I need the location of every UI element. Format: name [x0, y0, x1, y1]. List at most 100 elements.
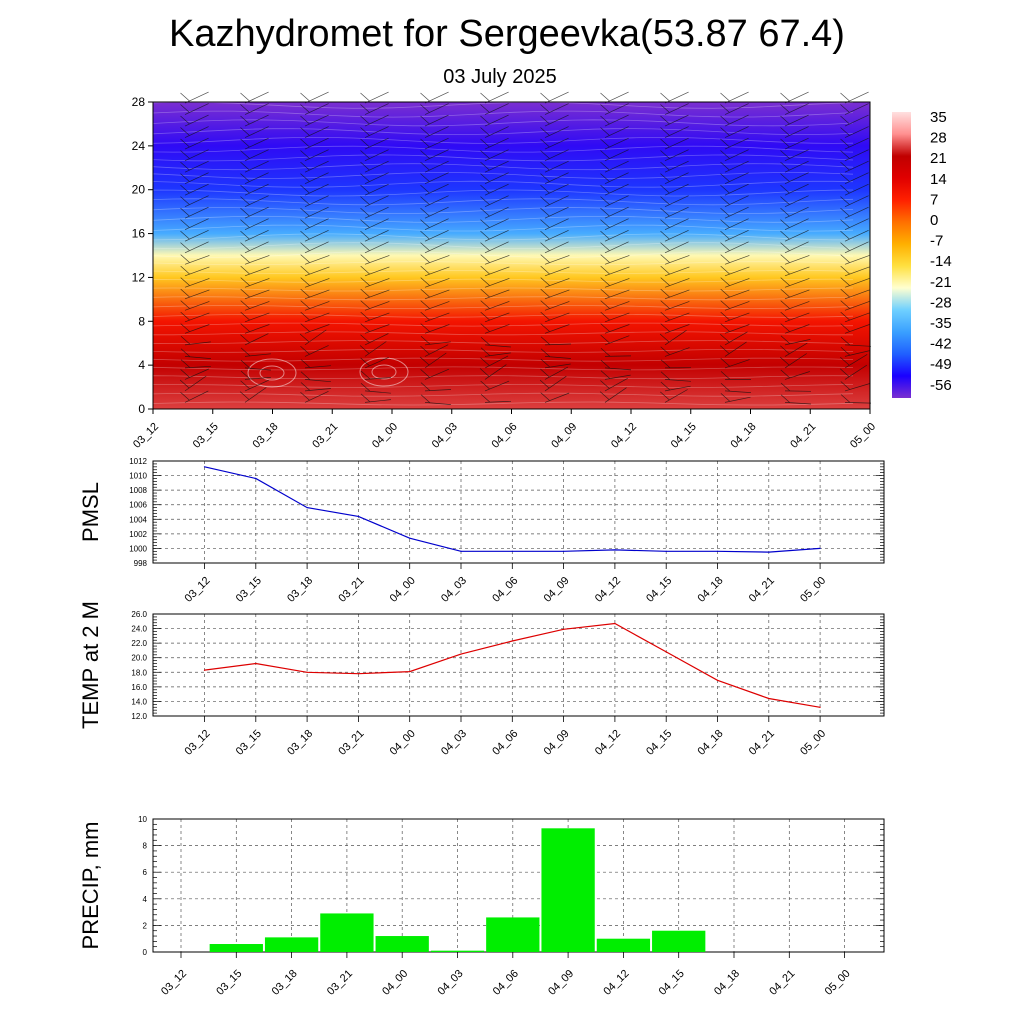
wind-barb: [540, 392, 570, 403]
wind-barb: [540, 183, 569, 196]
wind-barb: [360, 241, 389, 254]
wind-barb: [720, 149, 749, 162]
wind-barb: [660, 229, 689, 242]
wind-barb: [780, 311, 810, 323]
wind-barb: [780, 394, 812, 405]
wind-barb: [720, 91, 749, 104]
x-tick-label: 05_00: [798, 728, 828, 758]
wind-barb: [540, 149, 569, 162]
wind-barb: [660, 114, 689, 127]
x-tick-label: 03_12: [183, 575, 213, 605]
wind-barb: [420, 368, 450, 380]
y-tick-label: 2: [143, 921, 148, 930]
x-tick-label: 03_21: [336, 575, 366, 605]
wind-barb: [300, 323, 330, 334]
wind-barb: [360, 356, 389, 369]
wind-barb: [660, 288, 690, 300]
wind-barb: [180, 265, 210, 277]
wind-barb: [179, 375, 207, 392]
wind-barb: [600, 183, 629, 196]
wind-barb: [180, 229, 209, 242]
y-tick-label: 1000: [129, 544, 147, 553]
data-point: [460, 550, 462, 552]
wind-barb: [780, 137, 809, 150]
wind-barb: [480, 160, 509, 173]
wind-barb: [540, 229, 569, 242]
wind-barb: [720, 288, 750, 300]
wind-barb: [720, 277, 750, 288]
contour-line: [152, 305, 854, 309]
wind-barb: [840, 336, 872, 347]
precip-bar: [430, 950, 485, 952]
wind-barb: [300, 195, 329, 208]
wind-barb: [780, 183, 809, 196]
contour-lines: [152, 101, 854, 406]
y-tick-label: 24: [132, 139, 146, 153]
wind-barb: [780, 126, 809, 138]
wind-barb: [359, 341, 387, 357]
y-axis-title: PRECIP, mm: [78, 822, 103, 950]
x-tick-label: 05_00: [798, 575, 828, 605]
x-tick-label: 04_00: [370, 421, 400, 451]
contour-line: [152, 110, 854, 118]
wind-barb: [840, 394, 872, 404]
x-tick-label: 04_03: [439, 728, 469, 758]
contour-line: [152, 180, 854, 188]
wind-barb: [660, 195, 689, 208]
x-tick-label: 04_18: [712, 968, 742, 998]
wind-barb: [600, 91, 629, 104]
x-tick-label: 04_21: [747, 575, 777, 605]
data-point: [563, 628, 565, 630]
wind-barb: [300, 288, 330, 300]
wind-barb: [420, 265, 450, 277]
wind-barb: [420, 137, 449, 150]
contour-cell: [259, 365, 285, 381]
y-tick-label: 1002: [129, 530, 147, 539]
wind-barb: [180, 103, 209, 115]
precip-bar: [264, 937, 319, 952]
wind-barb: [780, 300, 810, 311]
wind-barb: [720, 323, 750, 334]
data-point: [716, 550, 719, 552]
wind-barb: [540, 336, 572, 346]
wind-barb: [240, 91, 269, 104]
wind-barb: [779, 353, 807, 369]
x-tick-label: 04_09: [542, 575, 572, 605]
wind-barb: [540, 114, 569, 127]
wind-barb: [780, 218, 809, 231]
wind-barb: [540, 160, 569, 173]
wind-barb: [420, 394, 451, 405]
wind-barb: [720, 358, 750, 369]
wind-barb: [420, 323, 450, 334]
wind-barb: [180, 114, 209, 127]
wind-barb: [840, 254, 870, 265]
wind-barb: [240, 323, 270, 334]
y-tick-label: 998: [134, 559, 148, 568]
panel-frame: [152, 460, 885, 564]
contour-line: [152, 250, 854, 258]
wind-barb: [300, 371, 331, 383]
y-tick-label: 1010: [129, 472, 147, 481]
wind-barb: [300, 91, 329, 104]
x-tick-label: 04_09: [546, 968, 576, 998]
wind-barb: [540, 206, 569, 219]
wind-barb: [540, 323, 570, 334]
wind-barb: [600, 206, 629, 219]
data-point: [255, 662, 257, 665]
wind-barb: [180, 91, 209, 104]
y-tick-label: 4: [143, 895, 148, 904]
wind-barb: [420, 241, 449, 254]
wind-barb: [660, 359, 692, 369]
wind-barb: [720, 393, 751, 403]
wind-barb: [420, 172, 449, 185]
wind-barb: [240, 218, 269, 231]
colorbar-label: 7: [930, 191, 938, 208]
wind-barb: [360, 183, 389, 196]
data-point: [203, 669, 206, 671]
wind-barb: [180, 359, 211, 369]
contour-line: [152, 207, 854, 214]
wind-barb: [660, 91, 689, 104]
wind-barb: [480, 300, 510, 311]
x-tick-label: 04_15: [657, 968, 687, 998]
y-tick-label: 10: [138, 815, 147, 824]
